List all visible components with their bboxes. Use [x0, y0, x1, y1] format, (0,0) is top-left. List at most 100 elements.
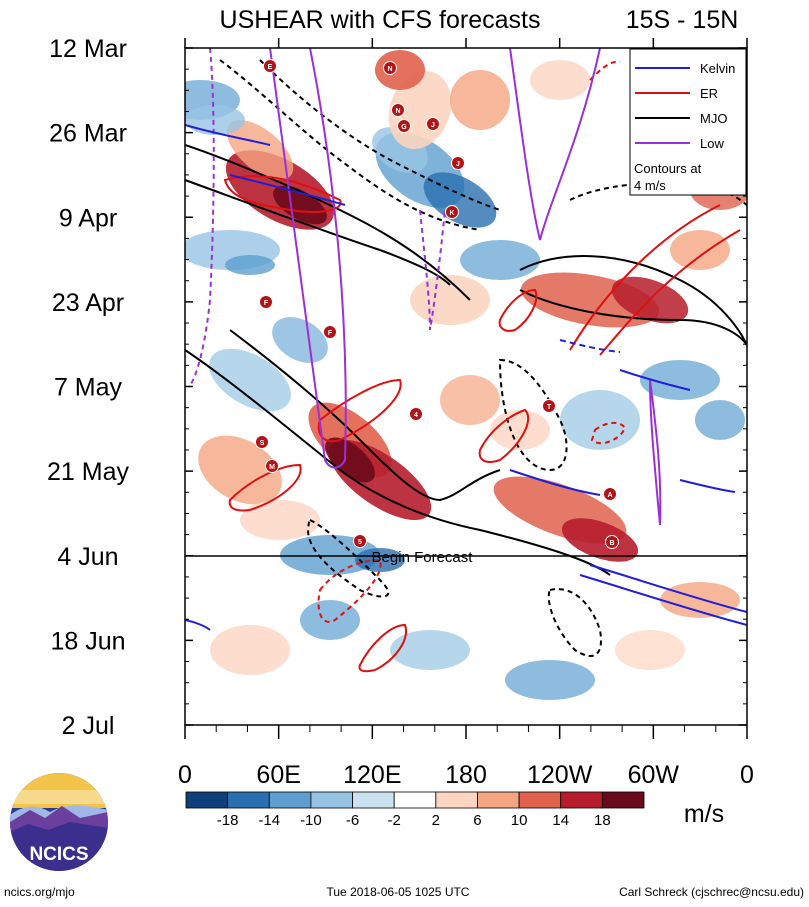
footer-right: Carl Schreck (cjschrec@ncsu.edu): [619, 885, 804, 899]
field-patch: [460, 240, 540, 280]
storm-marker-label: J: [456, 161, 460, 168]
field-patch: [695, 400, 745, 440]
contour-line: [649, 379, 662, 526]
x-tick-label: 180: [445, 761, 487, 789]
contour-line: [185, 144, 471, 301]
storm-marker: [397, 119, 411, 133]
field-patch: [375, 50, 425, 90]
storm-marker: [259, 295, 273, 309]
legend-note: Contours at: [634, 161, 702, 176]
contour-line: [228, 463, 302, 512]
storm-marker-label: A: [607, 492, 612, 499]
contour-line: [229, 174, 346, 206]
contour-line: [619, 369, 691, 391]
storm-marker: [255, 435, 269, 449]
colorbar-swatch: [560, 791, 603, 809]
field-patch: [490, 410, 550, 450]
contour-line: [589, 564, 747, 613]
x-tick-label: 120E: [343, 761, 401, 789]
legend-label-kelvin: Kelvin: [700, 61, 735, 76]
contour-line: [509, 48, 601, 241]
colorbar-tick-label: -2: [388, 812, 401, 829]
storm-marker-label: G: [401, 124, 407, 131]
storm-marker-label: F: [328, 330, 333, 337]
field-patch: [198, 435, 282, 505]
y-tick-label: 9 Apr: [59, 204, 117, 232]
contour-line: [317, 378, 402, 443]
contour-line: [519, 255, 747, 346]
contour-line: [189, 48, 215, 386]
contour-line: [259, 59, 501, 211]
storm-marker: [265, 459, 279, 473]
field-patch: [225, 255, 275, 275]
field-patch: [660, 582, 740, 618]
field-patch: [226, 120, 294, 180]
storm-marker: [605, 535, 619, 549]
contour-line: [185, 619, 211, 631]
contour-line: [269, 48, 347, 469]
colorbar-tick-label: 2: [432, 812, 440, 829]
contour-line: [185, 179, 451, 286]
y-tick-label: 18 Jun: [50, 627, 125, 655]
x-axis: 0 60E 120E 180 120W 60W 0: [178, 38, 754, 789]
forecast-label: Begin Forecast: [372, 549, 474, 566]
y-tick-label: 23 Apr: [52, 289, 124, 317]
contour-line: [219, 59, 481, 231]
y-tick-label: 4 Jun: [57, 543, 118, 571]
storm-marker-label: E: [268, 64, 273, 71]
colorbar-swatch: [185, 791, 229, 809]
field-patch: [390, 630, 470, 670]
x-tick-label: 0: [178, 761, 192, 789]
field-patch: [210, 625, 290, 675]
x-tick-label: 60W: [628, 761, 680, 789]
storm-marker-label: K: [449, 210, 454, 217]
field-patch: [185, 105, 245, 135]
contour-line: [498, 288, 538, 332]
contour-line: [569, 204, 721, 351]
field-patch: [423, 172, 497, 228]
chart-region: 15S - 15N: [626, 6, 739, 34]
field-patch: [530, 60, 590, 100]
ncics-logo: NCICS: [10, 773, 108, 871]
storm-marker-label: T: [547, 404, 552, 411]
legend-label-mjo: MJO: [700, 111, 727, 126]
contour-line: [317, 558, 382, 623]
storm-marker: [263, 59, 277, 73]
field-patch: [670, 230, 730, 270]
storm-marker: [542, 399, 556, 413]
colorbar-swatch: [435, 791, 478, 809]
legend-box: [629, 48, 747, 196]
storm-marker: [383, 61, 397, 75]
contour-line: [579, 574, 747, 626]
colorbar-units: m/s: [684, 800, 724, 828]
field-patch: [300, 600, 360, 640]
contour-line: [185, 349, 611, 576]
field-patch: [450, 70, 510, 130]
field-patch: [355, 548, 405, 572]
colorbar-swatch: [477, 791, 520, 809]
storm-marker-label: N: [395, 108, 400, 115]
legend-label-low: Low: [700, 136, 724, 151]
wave-contours: [185, 48, 747, 673]
contour-line: [229, 329, 501, 502]
storm-marker: [426, 117, 440, 131]
footer-left: ncics.org/mjo: [4, 885, 75, 899]
colorbar-tick-label: 6: [473, 812, 481, 829]
field-patch: [209, 348, 291, 412]
logo-text: NCICS: [29, 844, 88, 865]
x-tick-label: 0: [740, 761, 754, 789]
colorbar-tick-label: 18: [594, 812, 611, 829]
colorbar-swatch: [518, 791, 562, 809]
field-patch: [273, 185, 327, 225]
storm-markers: E N N G J J K F F 4 S M 5 T A B: [255, 59, 619, 549]
x-tick-label: 60E: [256, 761, 300, 789]
field-patch: [505, 660, 595, 700]
storm-marker-label: N: [387, 66, 392, 73]
colorbar-tick-label: -10: [300, 812, 322, 829]
colorbar-tick-label: -6: [346, 812, 359, 829]
legend: Kelvin ER MJO Low Contours at 4 m/s: [629, 48, 747, 196]
storm-marker: [445, 205, 459, 219]
field-patch: [325, 437, 375, 483]
x-tick-label: 120W: [527, 761, 593, 789]
field-patch: [561, 518, 639, 562]
